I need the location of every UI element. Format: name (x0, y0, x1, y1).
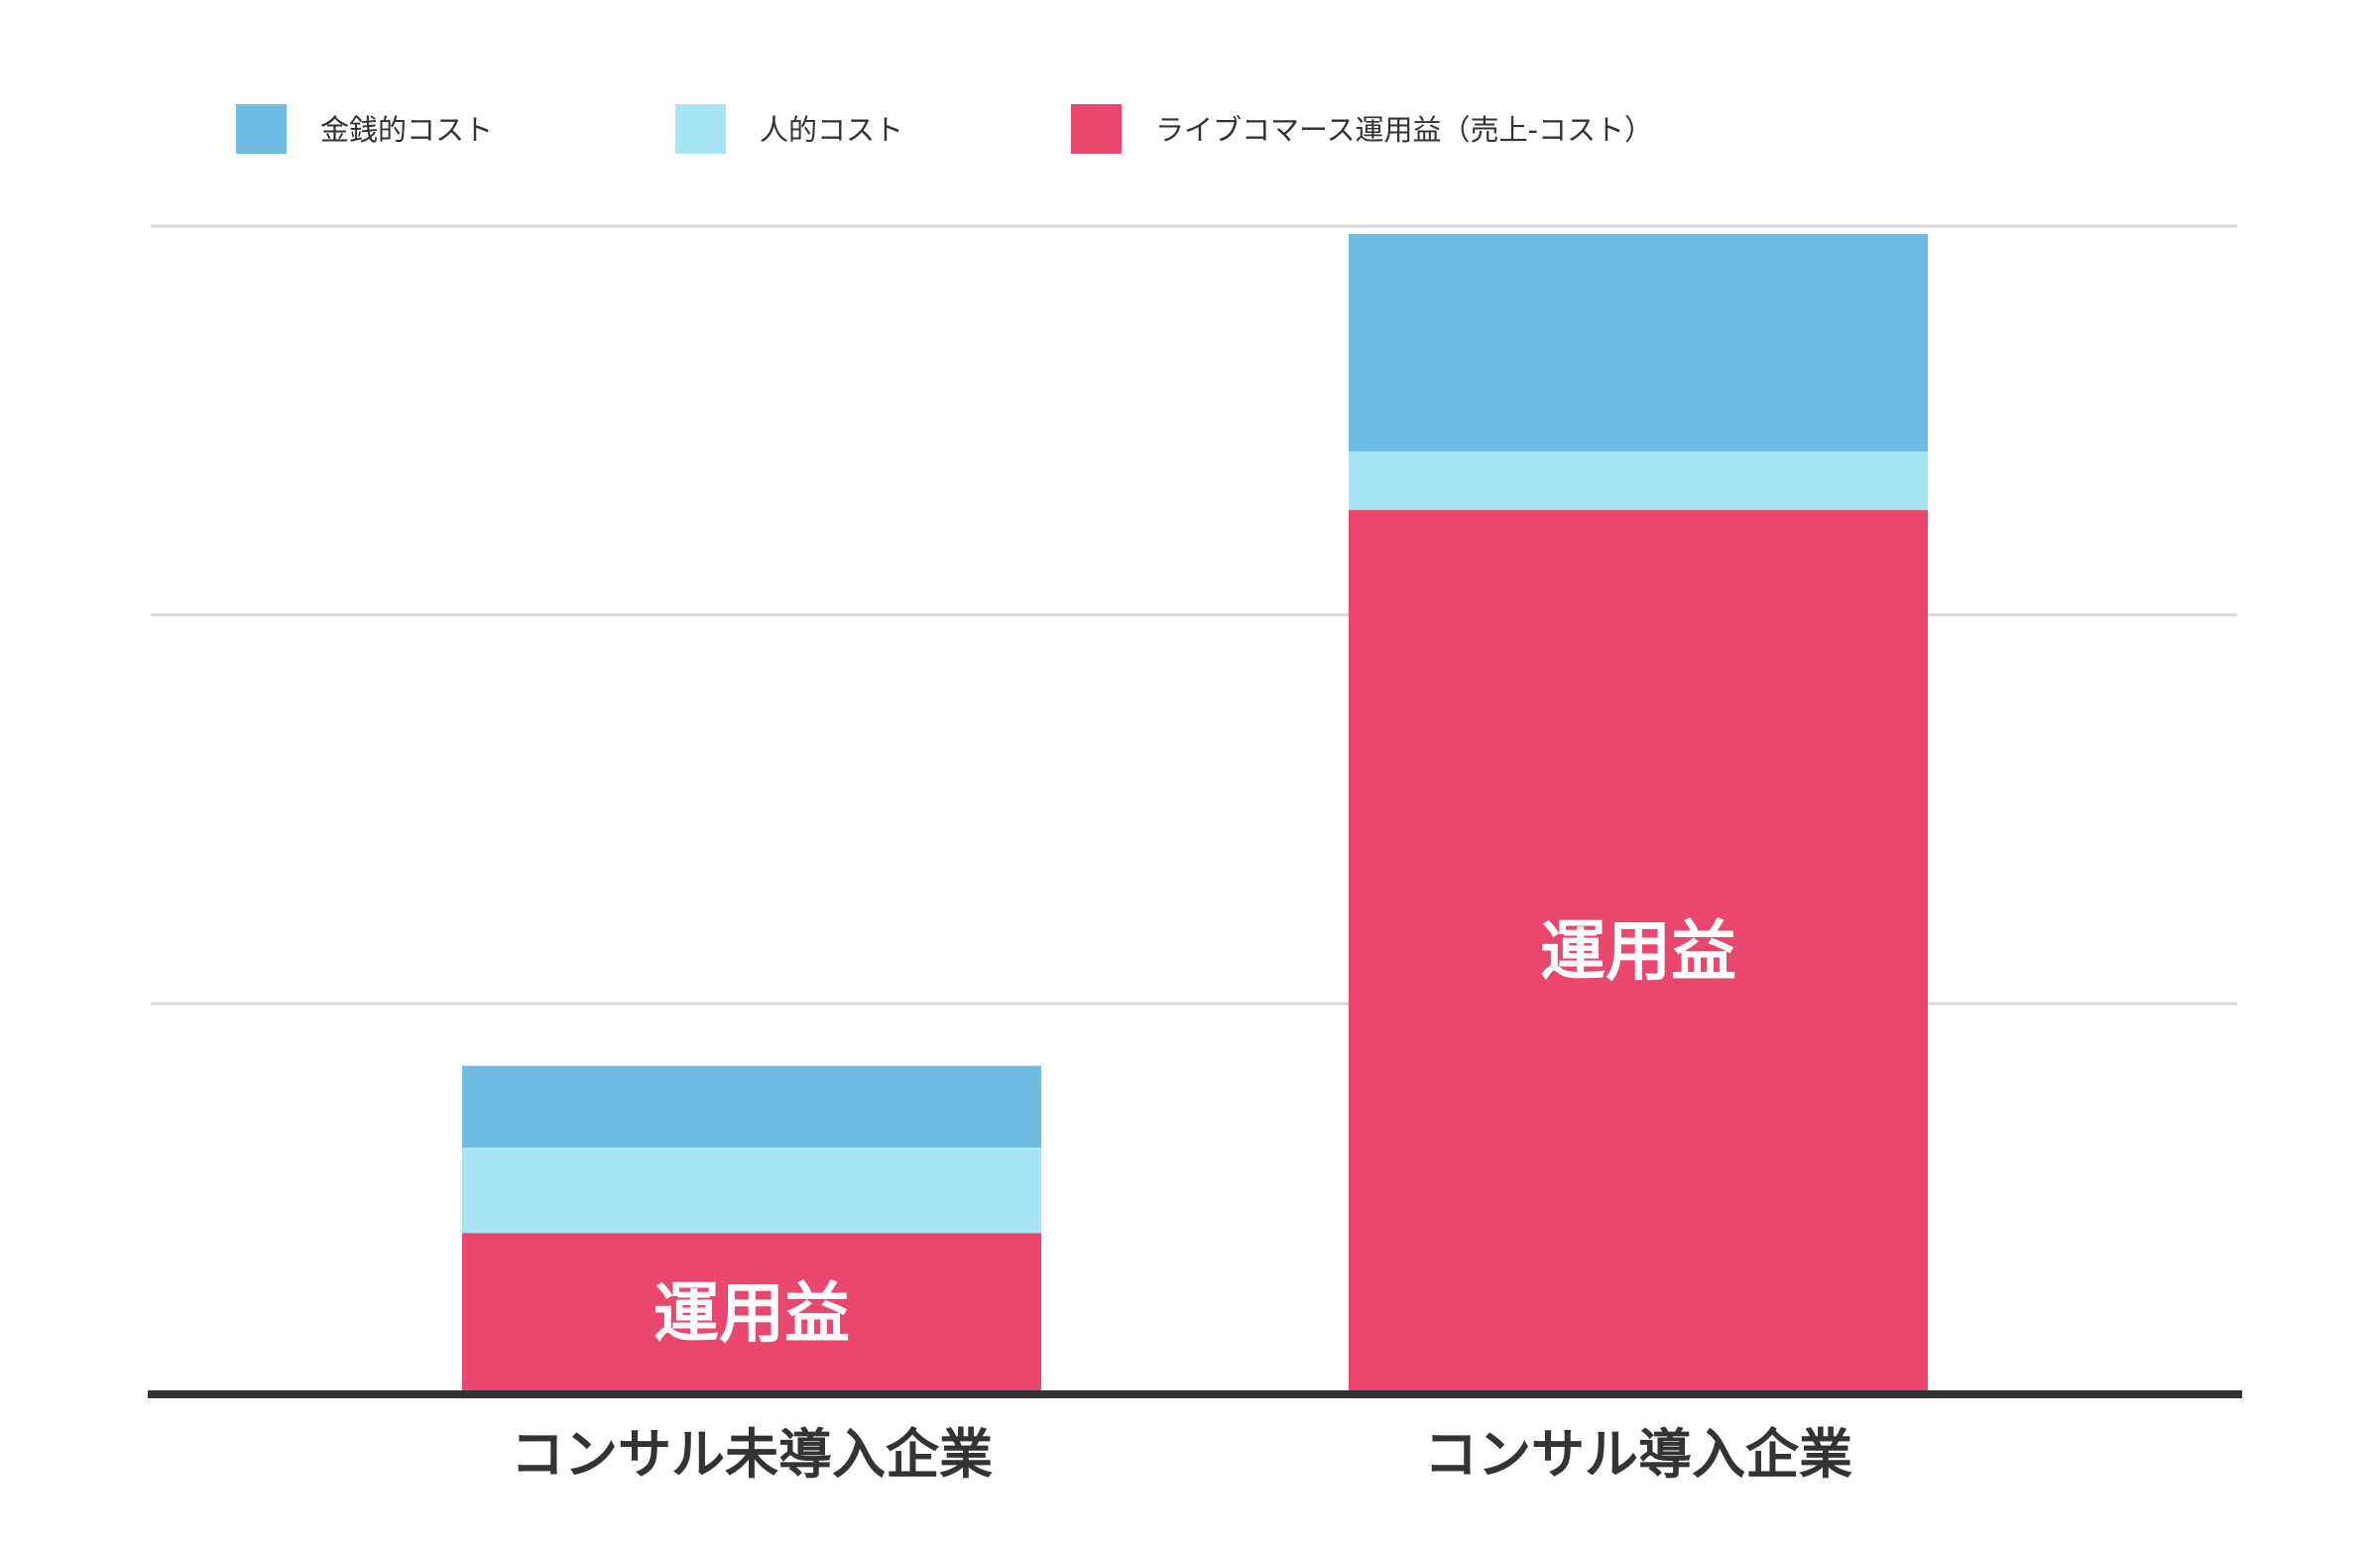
bar-label: 運用益 (654, 1275, 850, 1352)
bar-segment (1349, 510, 1928, 1392)
bar-segment (1349, 451, 1928, 511)
bar-segment (462, 1147, 1041, 1234)
legend-swatch (236, 104, 287, 154)
bar-label: 運用益 (1540, 913, 1736, 990)
legend-label: ライブコマース運用益（売上-コスト） (1155, 113, 1653, 147)
legend-label: 人的コスト (760, 113, 903, 147)
legend-swatch (675, 104, 726, 154)
x-tick-label: コンサル導入企業 (1424, 1423, 1852, 1486)
x-tick-label: コンサル未導入企業 (511, 1423, 993, 1486)
legend-swatch (1071, 104, 1122, 154)
bar-segment (462, 1065, 1041, 1148)
bar-segment (462, 1233, 1041, 1392)
bar-segment (1349, 233, 1928, 452)
legend-label: 金銭的コスト (320, 113, 493, 147)
